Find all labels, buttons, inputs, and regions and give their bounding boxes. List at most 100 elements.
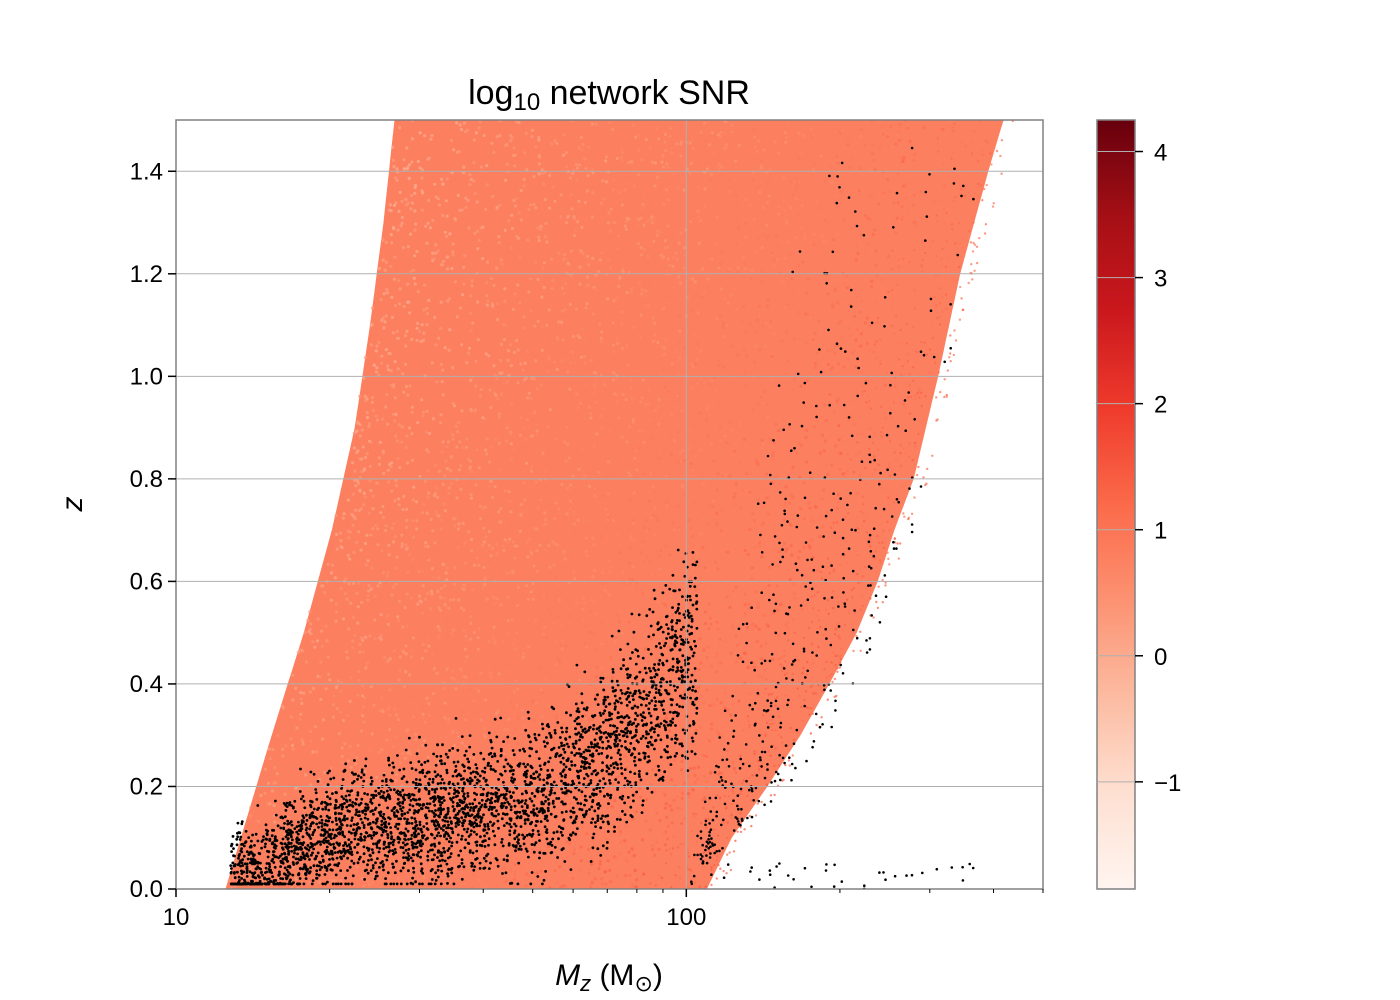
scatter-point xyxy=(835,205,839,209)
scatter-point xyxy=(924,395,927,398)
scatter-point xyxy=(539,688,544,692)
scatter-point xyxy=(484,535,488,539)
scatter-point xyxy=(691,147,695,151)
scatter-point xyxy=(783,131,788,135)
scatter-point xyxy=(402,685,407,689)
scatter-point xyxy=(527,207,531,212)
scatter-point xyxy=(564,517,568,521)
scatter-point xyxy=(898,122,903,126)
scatter-point xyxy=(515,601,519,605)
detected-point xyxy=(321,807,325,811)
scatter-point xyxy=(556,543,560,547)
scatter-point xyxy=(649,783,653,787)
scatter-point xyxy=(482,565,486,569)
scatter-point xyxy=(813,594,816,597)
scatter-point xyxy=(423,739,427,743)
scatter-point xyxy=(715,620,719,624)
scatter-point xyxy=(738,143,742,147)
scatter-point xyxy=(940,128,944,131)
scatter-point xyxy=(380,549,384,553)
scatter-point xyxy=(511,571,515,575)
scatter-point xyxy=(400,533,404,537)
scatter-point xyxy=(666,824,670,828)
scatter-point xyxy=(717,162,721,167)
scatter-point xyxy=(426,545,430,549)
scatter-point xyxy=(405,434,409,438)
scatter-point xyxy=(479,672,483,676)
scatter-point xyxy=(641,207,645,211)
scatter-point xyxy=(532,202,536,207)
scatter-point xyxy=(459,343,464,347)
scatter-point xyxy=(386,368,390,372)
scatter-point xyxy=(649,217,653,221)
scatter-point xyxy=(391,802,395,807)
scatter-point xyxy=(575,307,579,311)
scatter-point xyxy=(505,380,509,384)
scatter-point xyxy=(359,507,363,511)
scatter-point xyxy=(572,510,576,514)
scatter-point xyxy=(431,529,435,533)
scatter-point xyxy=(358,642,362,647)
scatter-point xyxy=(702,851,705,855)
scatter-point xyxy=(463,744,467,748)
scatter-point xyxy=(418,474,422,478)
scatter-point xyxy=(790,553,794,557)
scatter-point xyxy=(502,338,507,342)
scatter-point xyxy=(492,625,496,629)
scatter-point xyxy=(328,878,332,882)
scatter-point xyxy=(705,406,709,410)
scatter-point xyxy=(735,241,739,245)
scatter-point xyxy=(584,717,588,721)
scatter-point xyxy=(499,392,503,396)
scatter-point xyxy=(680,822,683,825)
scatter-point xyxy=(490,302,495,306)
scatter-point xyxy=(901,215,904,219)
scatter-point xyxy=(645,529,649,533)
scatter-point xyxy=(396,618,400,623)
scatter-point xyxy=(760,270,764,274)
scatter-point xyxy=(1000,172,1003,175)
scatter-point xyxy=(807,626,811,630)
scatter-point xyxy=(499,342,504,346)
scatter-point xyxy=(555,576,559,580)
scatter-point xyxy=(665,504,669,508)
scatter-point xyxy=(714,388,719,392)
scatter-point xyxy=(686,774,690,778)
scatter-point xyxy=(700,267,705,271)
scatter-point xyxy=(652,789,656,793)
scatter-point xyxy=(825,608,828,611)
scatter-point xyxy=(696,311,700,315)
scatter-point xyxy=(379,874,383,879)
scatter-point xyxy=(908,139,912,143)
scatter-point xyxy=(340,760,344,764)
scatter-point xyxy=(731,589,735,593)
scatter-point xyxy=(914,394,917,397)
scatter-point xyxy=(249,806,253,810)
scatter-point xyxy=(458,440,462,444)
scatter-point xyxy=(619,148,623,152)
scatter-point xyxy=(252,865,256,869)
scatter-point xyxy=(707,627,711,631)
scatter-point xyxy=(805,705,808,709)
scatter-point xyxy=(819,625,822,629)
scatter-point xyxy=(346,498,350,502)
scatter-point xyxy=(503,727,507,732)
scatter-point xyxy=(698,637,702,641)
scatter-point xyxy=(641,364,645,368)
scatter-point xyxy=(545,323,549,327)
scatter-point xyxy=(642,472,646,477)
scatter-point xyxy=(662,307,666,311)
scatter-point xyxy=(777,658,780,661)
scatter-point xyxy=(395,329,399,333)
scatter-point xyxy=(710,868,713,871)
scatter-point xyxy=(725,872,728,875)
scatter-point xyxy=(951,126,954,129)
scatter-point xyxy=(564,840,569,844)
scatter-point xyxy=(880,125,884,129)
scatter-point xyxy=(427,865,431,869)
scatter-point xyxy=(572,847,576,851)
scatter-point xyxy=(879,561,882,565)
scatter-point xyxy=(758,304,762,308)
scatter-point xyxy=(415,326,419,330)
scatter-point xyxy=(836,623,839,626)
